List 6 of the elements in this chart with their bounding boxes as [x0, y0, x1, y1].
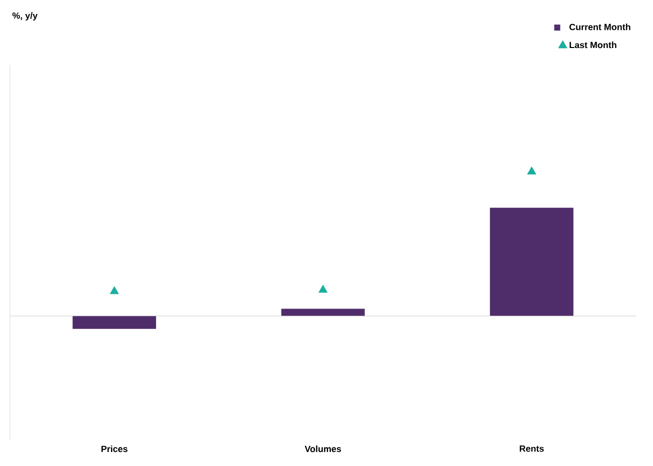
x-tick-label: Volumes — [304, 446, 341, 452]
x-tick-label: Prices — [101, 446, 128, 452]
legend-label: Last Month — [570, 42, 616, 48]
x-tick-label: Rents — [520, 446, 544, 452]
legend-label: Current Month — [569, 24, 630, 30]
text: %, y/y — [12, 12, 38, 21]
